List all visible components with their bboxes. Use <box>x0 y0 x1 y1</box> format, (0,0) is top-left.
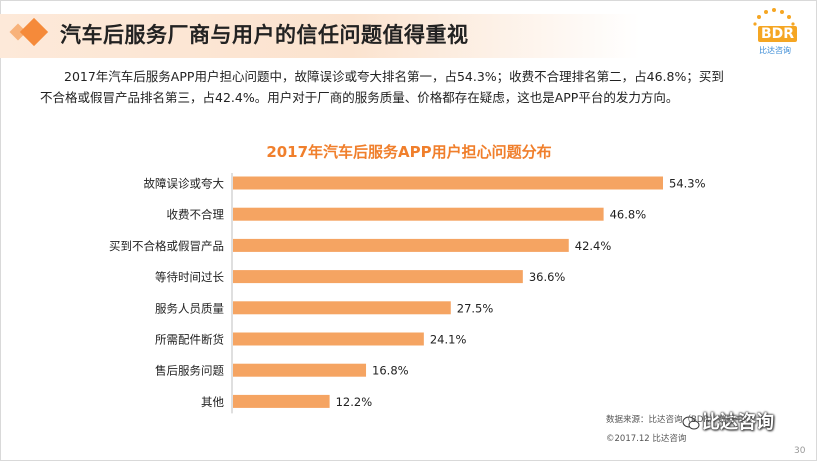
watermark: 比达咨询 <box>702 412 774 433</box>
bar <box>233 207 604 221</box>
bar-value-label: 12.2% <box>336 395 373 409</box>
data-source: 数据来源：比达咨询（BDR）数据中心 <box>606 415 752 425</box>
category-label: 等待时间过长 <box>155 270 224 284</box>
category-label: 收费不合理 <box>167 208 225 222</box>
category-label: 售后服务问题 <box>155 364 224 378</box>
bar-value-label: 36.6% <box>529 270 566 284</box>
bar-value-label: 46.8% <box>610 208 647 222</box>
title-banner <box>0 14 640 58</box>
bar <box>233 394 330 408</box>
category-label: 买到不合格或假冒产品 <box>109 239 224 253</box>
bar <box>233 301 451 315</box>
bdr-logo-icon <box>753 8 795 26</box>
bar <box>233 270 523 284</box>
summary-paragraph: 2017年汽车后服务APP用户担心问题中，故障误诊或夸大排名第一，占54.3%；… <box>40 66 764 108</box>
bar <box>233 238 569 252</box>
category-label: 服务人员质量 <box>155 301 224 315</box>
bar <box>233 176 663 190</box>
page-title: 汽车后服务厂商与用户的信任问题值得重视 <box>60 23 469 47</box>
bar-value-label: 27.5% <box>457 301 494 315</box>
summary-line-1: 2017年汽车后服务APP用户担心问题中，故障误诊或夸大排名第一，占54.3%；… <box>64 69 724 84</box>
logo-subtext: 比达咨询 <box>759 46 791 55</box>
bar-value-label: 54.3% <box>669 177 706 191</box>
bar-value-label: 42.4% <box>575 239 612 253</box>
logo-text: BDR <box>758 26 798 42</box>
bar-value-label: 16.8% <box>372 364 409 378</box>
copyright: ©2017.12 比达咨询 <box>606 434 687 444</box>
category-label: 故障误诊或夸大 <box>144 177 225 191</box>
bar <box>233 332 424 346</box>
wechat-icon <box>682 416 700 430</box>
category-label: 所需配件断货 <box>155 333 224 347</box>
category-label: 其他 <box>201 395 224 409</box>
bar-value-label: 24.1% <box>430 333 467 347</box>
page-number: 30 <box>794 446 806 456</box>
summary-line-2: 不合格或假冒产品排名第三，占42.4%。用户对于厂商的服务质量、价格都存在疑虑，… <box>40 90 679 105</box>
bar <box>233 363 367 377</box>
chart-title: 2017年汽车后服务APP用户担心问题分布 <box>266 143 551 161</box>
